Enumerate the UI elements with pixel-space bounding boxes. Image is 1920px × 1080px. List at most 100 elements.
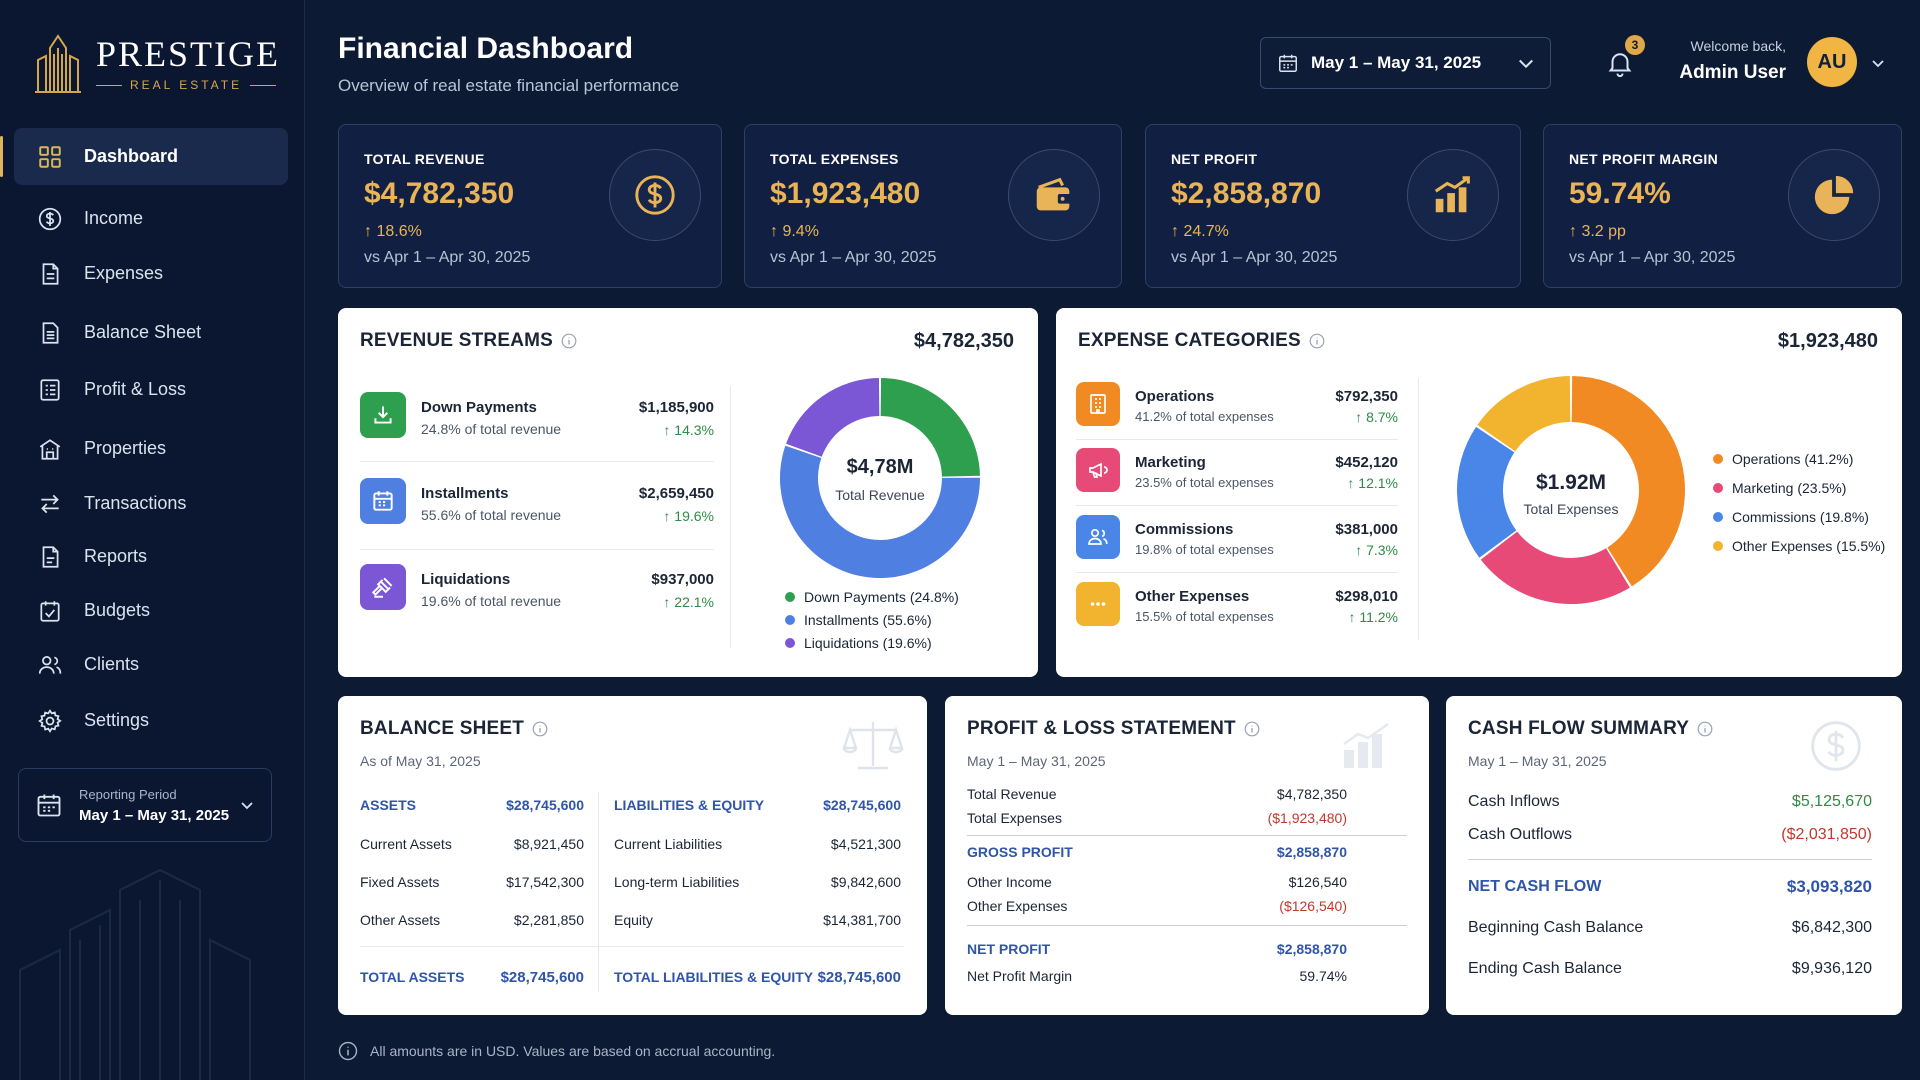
sidebar-item-label: Income [84,208,144,228]
kpi-card-net-profit-margin[interactable]: NET PROFIT MARGIN 59.74% ↑ 3.2 pp vs Apr… [1543,124,1902,288]
info-icon[interactable] [532,721,548,737]
pnl-label: Other Income [967,874,1052,890]
legend-item: Down Payments (24.8%) [785,589,959,605]
brand-logo[interactable]: PRESTIGE REAL ESTATE [34,34,280,94]
donut-slice-down-payments[interactable] [880,378,980,477]
sidebar-item-dashboard[interactable]: Dashboard [0,128,288,185]
donut-center-label: Total Expenses [1523,501,1619,517]
cashflow-value: $3,093,820 [1786,877,1872,896]
asset-value: $17,542,300 [506,874,584,890]
list-item[interactable]: Liquidations 19.6% of total revenue $937… [360,552,714,624]
sidebar-item-transactions[interactable]: Transactions [14,475,288,532]
card-subtitle: May 1 – May 31, 2025 [967,753,1106,769]
expense-donut-chart[interactable] [1455,374,1687,606]
list-item[interactable]: Operations 41.2% of total expenses $792,… [1076,372,1398,438]
donut-slice-operations[interactable] [1571,376,1685,587]
cash-flow-card: CASH FLOW SUMMARY May 1 – May 31, 2025 C… [1446,696,1902,1015]
sidebar-item-label: Settings [84,710,150,730]
stream-pct: 19.6% of total revenue [421,593,562,609]
expense-name: Marketing [1135,454,1206,471]
cashflow-value: ($2,031,850) [1781,826,1872,843]
stream-amount: $1,185,900 [638,399,714,416]
cashflow-label: Cash Inflows [1468,793,1560,810]
sidebar-item-balance-sheet[interactable]: Balance Sheet [14,304,288,361]
list-item[interactable]: Commissions 19.8% of total expenses $381… [1076,505,1398,571]
donut-slice-commissions[interactable] [1457,426,1517,558]
report-icon [36,543,64,571]
list-item[interactable]: Other Expenses 15.5% of total expenses $… [1076,572,1398,638]
sidebar-item-label: Expenses [84,263,164,283]
card-title: REVENUE STREAMS [360,330,554,351]
donut-slice-other-expenses[interactable] [1477,376,1571,452]
expense-pct: 41.2% of total expenses [1135,409,1274,424]
expense-change: ↑ 11.2% [1348,609,1398,625]
info-icon[interactable] [1309,333,1325,349]
reporting-period-select[interactable]: Reporting Period May 1 – May 31, 2025 [18,768,272,842]
pie-icon [1788,149,1880,241]
wallet-icon [1008,149,1100,241]
bell-icon[interactable] [1605,48,1635,78]
liability-value: $4,521,300 [830,836,901,852]
sidebar-item-label: Reports [84,546,148,566]
stream-amount: $937,000 [651,571,714,588]
kpi-card-total-revenue[interactable]: TOTAL REVENUE $4,782,350 ↑ 18.6% vs Apr … [338,124,722,288]
sidebar-item-expenses[interactable]: Expenses [14,245,288,302]
legend-item: Liquidations (19.6%) [785,635,932,651]
calendar-icon [1279,54,1297,72]
sidebar-item-settings[interactable]: Settings [14,692,288,749]
list-item[interactable]: Marketing 23.5% of total expenses $452,1… [1076,438,1398,504]
download-icon [360,392,406,438]
brand-tagline: REAL ESTATE [130,78,243,92]
pnl-label: Total Expenses [967,810,1062,826]
asset-label: Current Assets [360,836,452,852]
legend-label: Marketing (23.5%) [1732,480,1847,496]
sidebar-item-income[interactable]: Income [14,190,288,247]
info-icon[interactable] [561,333,577,349]
sidebar-item-reports[interactable]: Reports [14,528,288,585]
reporting-period-label: Reporting Period [79,786,177,802]
expense-name: Commissions [1135,521,1234,538]
avatar[interactable]: AU [1807,37,1857,87]
info-icon[interactable] [1697,721,1713,737]
list-icon [36,376,64,404]
sidebar-item-budgets[interactable]: Budgets [14,582,288,639]
info-icon[interactable] [1244,721,1260,737]
sidebar-item-label: Profit & Loss [84,379,187,399]
kpi-label: NET PROFIT MARGIN [1569,151,1718,167]
kpi-value: 59.74% [1569,177,1671,210]
list-item[interactable]: Down Payments 24.8% of total revenue $1,… [360,380,714,452]
budget-check-icon [36,597,64,625]
stream-amount: $2,659,450 [638,485,714,502]
assets-label: ASSETS [360,797,417,813]
pnl-label: NET PROFIT [967,941,1051,957]
cashflow-value: $6,842,300 [1791,919,1872,936]
expense-pct: 23.5% of total expenses [1135,475,1274,490]
donut-slice-installments[interactable] [780,445,980,578]
revenue-donut-chart[interactable] [770,368,990,588]
donut-slice-liquidations[interactable] [786,378,880,457]
card-title: EXPENSE CATEGORIES [1078,330,1301,351]
page-title: Financial Dashboard [338,32,634,65]
kpi-card-net-profit[interactable]: NET PROFIT $2,858,870 ↑ 24.7% vs Apr 1 –… [1145,124,1521,288]
info-icon [338,1041,358,1061]
pnl-label: Net Profit Margin [967,968,1073,984]
donut-center-value: $4,78M [846,456,914,478]
sidebar-item-properties[interactable]: Properties [14,420,288,477]
liability-label: Current Liabilities [614,836,723,852]
donut-slice-marketing[interactable] [1480,531,1630,604]
kpi-card-total-expenses[interactable]: TOTAL EXPENSES $1,923,480 ↑ 9.4% vs Apr … [744,124,1122,288]
liability-value: $14,381,700 [823,912,901,928]
brand-name: PRESTIGE [96,34,281,74]
date-range-select[interactable]: May 1 – May 31, 2025 [1260,37,1551,89]
cashflow-value: $9,936,120 [1791,960,1872,977]
pnl-label: Other Expenses [967,898,1068,914]
chevron-down-icon[interactable] [1870,55,1886,71]
user-name: Admin User [1679,62,1786,83]
stream-change: ↑ 14.3% [663,422,714,438]
sidebar-item-profit-loss[interactable]: Profit & Loss [14,361,288,418]
list-item[interactable]: Installments 55.6% of total revenue $2,6… [360,466,714,538]
cashflow-label: NET CASH FLOW [1468,878,1602,895]
kpi-compare: vs Apr 1 – Apr 30, 2025 [1569,249,1736,266]
users-icon [36,651,64,679]
sidebar-item-clients[interactable]: Clients [14,636,288,693]
